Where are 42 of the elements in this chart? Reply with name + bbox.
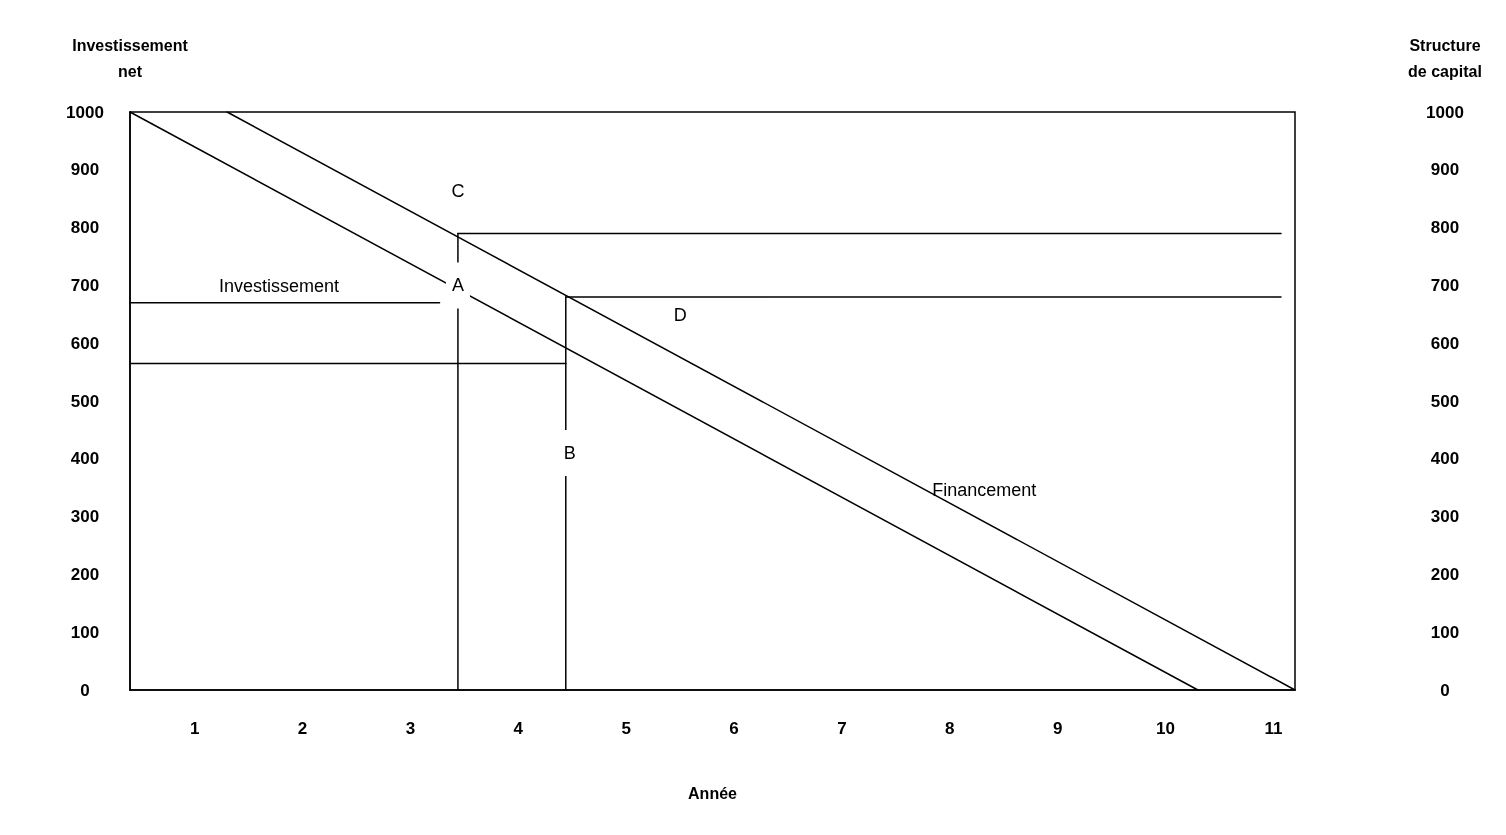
x-tick-label: 7 [837, 719, 847, 738]
y2-tick-label: 300 [1430, 507, 1460, 527]
y-tick-label: 100 [70, 622, 100, 642]
y-axis-title: Investissement net [72, 36, 189, 80]
x-tick-label: 8 [945, 719, 955, 738]
y-tick-label: 0 [80, 680, 90, 700]
y-tick-label: 800 [70, 218, 100, 238]
x-tick-label: 10 [1156, 719, 1176, 738]
y2-tick-label: 200 [1430, 564, 1460, 584]
y2-tick-label: 600 [1430, 333, 1460, 353]
y-tick-label: 400 [70, 449, 100, 469]
y2-tick-label: 400 [1430, 449, 1460, 469]
y-tick-label: 700 [70, 275, 100, 295]
x-tick-label: 11 [1264, 719, 1283, 738]
y2-tick-label: 800 [1430, 218, 1460, 238]
y-tick-label: 1000 [66, 102, 104, 122]
y-tick-label: 500 [70, 391, 100, 411]
x-tick-label: 4 [513, 719, 524, 738]
x-tick-label: 9 [1052, 719, 1063, 738]
x-tick-label: 1 [189, 719, 200, 738]
x-tick-label: 6 [729, 719, 739, 738]
y2-axis-title: Structure de capital [1408, 36, 1482, 80]
x-tick-label: 2 [297, 719, 308, 738]
annotation: A [451, 275, 464, 296]
annotation: D [673, 304, 687, 325]
y-tick-label: 300 [70, 507, 100, 527]
y-tick-label: 900 [70, 160, 100, 180]
y-tick-label: 600 [70, 333, 100, 353]
y2-tick-label: 700 [1430, 275, 1460, 295]
text: Investissement [218, 275, 340, 296]
series-label: Financement [932, 480, 1037, 501]
x-axis-title: Année [688, 784, 738, 802]
y2-tick-label: 100 [1430, 622, 1460, 642]
annotation: B [563, 443, 576, 464]
y2-tick-label: 500 [1430, 391, 1460, 411]
y-tick-label: 200 [70, 564, 100, 584]
x-tick-label: 5 [621, 719, 631, 738]
y2-tick-label: 900 [1430, 160, 1460, 180]
y2-tick-label: 1000 [1426, 102, 1464, 122]
x-tick-label: 3 [405, 719, 416, 738]
annotation: C [451, 181, 465, 202]
y2-tick-label: 0 [1440, 680, 1450, 700]
